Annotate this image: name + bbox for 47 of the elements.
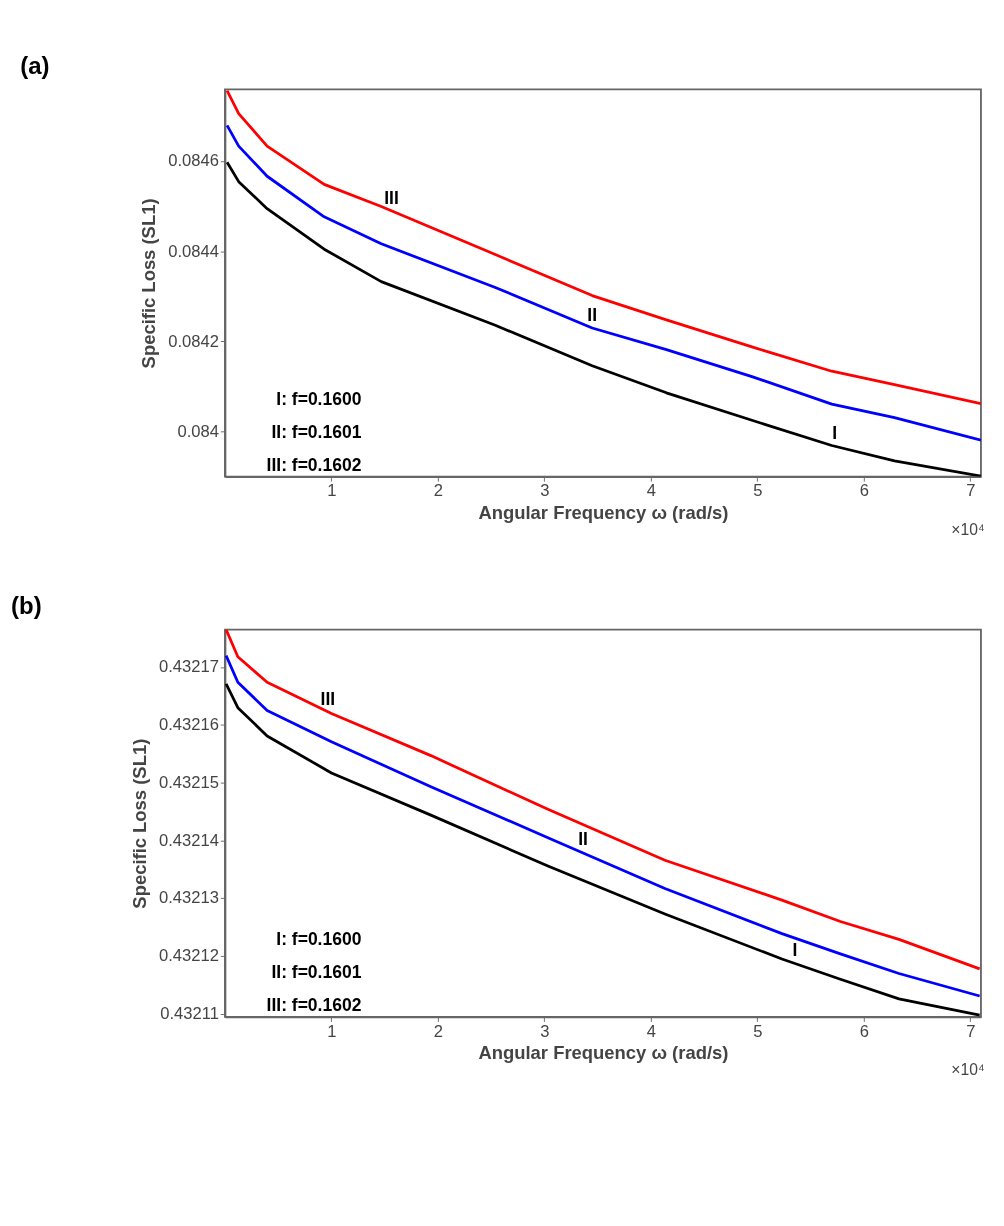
- y-axis-title: Specific Loss (SL1): [129, 738, 151, 909]
- x-tick-label: 3: [540, 481, 550, 501]
- x-tick-label: 1: [327, 1021, 337, 1041]
- x-tick-label: 5: [753, 481, 763, 501]
- line-series: [225, 89, 981, 406]
- x-axis-title: Angular Frequency ω (rad/s): [478, 501, 729, 523]
- annotation: III: f=0.1602: [266, 995, 362, 1016]
- y-tick-label: 0.43217: [159, 657, 219, 677]
- annotation: II: f=0.1601: [271, 421, 362, 442]
- x-tick-label: 7: [966, 1021, 976, 1041]
- annotation: I: f=0.1600: [276, 928, 362, 949]
- y-tick-label: 0.43214: [159, 830, 219, 850]
- annotation: III: [320, 688, 336, 709]
- y-tick-label: 0.43212: [159, 946, 219, 966]
- x-tick-label: 6: [859, 1021, 869, 1041]
- text: ×10⁴: [951, 1060, 985, 1078]
- line-series: [225, 123, 981, 442]
- annotation: I: f=0.1600: [276, 388, 362, 409]
- y-tick-label: 0.0842: [168, 331, 219, 351]
- y-tick-label: 0.43213: [159, 888, 219, 908]
- annotation: II: [587, 304, 598, 325]
- y-axis-title: Specific Loss (SL1): [138, 198, 160, 369]
- x-tick-label: 2: [433, 1021, 443, 1041]
- annotation: II: f=0.1601: [271, 962, 362, 983]
- y-tick-label: 0.43216: [159, 715, 219, 735]
- annotation: III: f=0.1602: [266, 455, 362, 476]
- x-axis-title: Angular Frequency ω (rad/s): [478, 1041, 729, 1063]
- x-tick-label: 5: [753, 1021, 763, 1041]
- y-tick-label: 0.43211: [160, 1004, 219, 1024]
- x-tick-label: 1: [327, 481, 337, 501]
- y-tick-label: 0.43215: [159, 772, 219, 792]
- annotation: I: [792, 940, 798, 961]
- annotation: III: [384, 187, 399, 208]
- x-tick-label: 3: [540, 1021, 550, 1041]
- x-tick-label: 4: [646, 1021, 656, 1041]
- annotation: I: [832, 423, 838, 444]
- y-tick-label: 0.0844: [168, 241, 219, 261]
- annotation: II: [578, 829, 588, 850]
- text: (b): [11, 591, 42, 619]
- x-tick-label: 7: [966, 481, 976, 501]
- x-tick-label: 6: [859, 481, 869, 501]
- x-tick-label: 2: [433, 481, 443, 501]
- y-tick-label: 0.0846: [168, 151, 219, 171]
- text: ×10⁴: [951, 520, 985, 538]
- x-tick-label: 4: [646, 481, 656, 501]
- text: (a): [20, 51, 50, 79]
- y-tick-label: 0.084: [177, 421, 219, 441]
